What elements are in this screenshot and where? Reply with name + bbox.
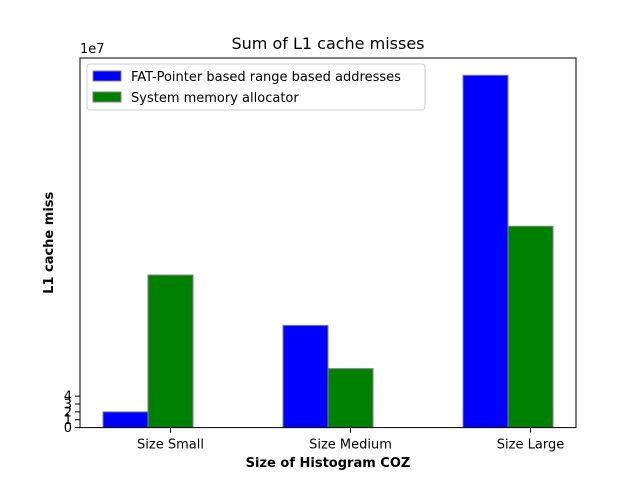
bar-system-allocator-2 [507,225,554,429]
y-tick-label: 4 [64,390,72,405]
x-tick-label: Size Large [497,438,564,453]
y-tick-label: 3 [64,398,72,413]
legend-swatch [92,91,122,103]
y-axis-label: L1 cache miss [42,191,57,293]
legend-label: FAT-Pointer based range based addresses [131,70,401,85]
x-tick-label: Size Medium [309,438,392,453]
legend-swatch [92,70,122,82]
legend-box [86,63,426,111]
x-tick-label: Size Small [137,438,204,453]
bar-system-allocator-0 [147,274,194,429]
y-tick-label: 1 [64,413,72,428]
chart-title: Sum of L1 cache misses [231,34,424,53]
x-axis-ticks: Size Small Size Medium Size Large [137,427,564,453]
bar-fat-pointer-1 [282,324,329,429]
y-axis-multiplier: 1e7 [80,42,105,57]
y-tick-label: 2 [64,405,72,420]
bar-system-allocator-1 [327,368,374,429]
bar-fat-pointer-0 [102,411,149,429]
legend-label: System memory allocator [131,91,299,106]
legend: FAT-Pointer based range based addresses S… [86,63,426,111]
x-axis-label: Size of Histogram COZ [246,456,411,471]
y-tick-label: 0 [64,421,72,436]
bars-group [102,74,554,429]
bar-fat-pointer-2 [462,74,509,429]
plot-frame [79,57,577,429]
